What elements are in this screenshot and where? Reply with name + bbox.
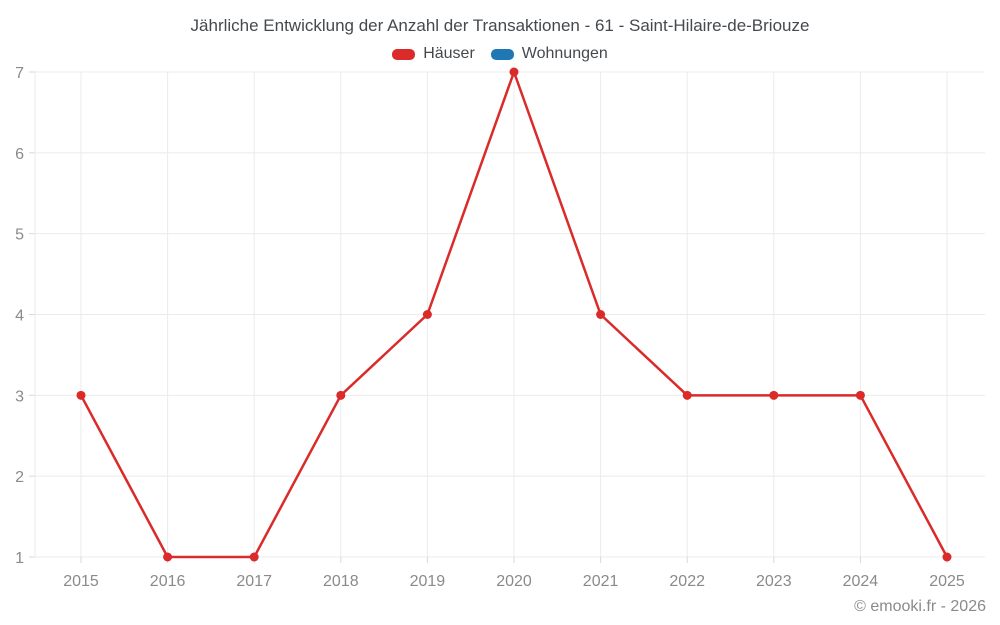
y-axis-label: 3 — [15, 388, 24, 405]
data-point — [855, 390, 865, 400]
legend-item-haeuser[interactable]: Häuser — [392, 45, 475, 63]
data-point — [769, 390, 779, 400]
wohnungen-series-swatch-icon — [490, 48, 514, 60]
chart-title: Jährliche Entwicklung der Anzahl der Tra… — [190, 16, 810, 35]
data-point — [76, 390, 86, 400]
x-axis-label: 2017 — [236, 573, 272, 590]
y-axis-label: 6 — [15, 146, 24, 163]
x-axis-label: 2016 — [150, 573, 186, 590]
data-point — [249, 552, 259, 562]
x-axis-label: 2023 — [756, 573, 792, 590]
haeuser-series-swatch-icon — [392, 48, 416, 60]
y-axis-label: 2 — [15, 469, 24, 486]
data-point — [682, 390, 692, 400]
legend-item-wohnungen[interactable]: Wohnungen — [490, 45, 608, 63]
data-point — [596, 310, 606, 319]
x-axis-label: 2025 — [929, 573, 965, 590]
y-axis-label: 4 — [15, 308, 24, 325]
data-point — [163, 552, 173, 562]
x-axis-label: 2018 — [323, 573, 359, 590]
x-axis-label: 2015 — [63, 573, 99, 590]
x-axis-label: 2020 — [496, 573, 532, 590]
data-point — [336, 390, 346, 400]
data-point — [942, 552, 952, 562]
y-axis-label: 7 — [15, 65, 24, 82]
data-point — [509, 67, 519, 77]
legend-label-wohnungen: Wohnungen — [521, 45, 608, 62]
y-axis-label: 1 — [15, 550, 24, 567]
y-axis-label: 5 — [15, 227, 24, 244]
data-point — [422, 310, 432, 319]
plot-area: 1 2 3 4 5 6 7 2015 2016 2017 2018 2019 2020 2021 2022 2… — [15, 65, 985, 590]
x-axis-label: 2021 — [583, 573, 619, 590]
copyright-text: © emooki.fr - 2026 — [854, 598, 986, 615]
x-axis-label: 2024 — [843, 573, 879, 590]
x-axis-label: 2022 — [669, 573, 705, 590]
legend-label-haeuser: Häuser — [423, 45, 475, 62]
x-axis-label: 2019 — [410, 573, 446, 590]
legend: Häuser Wohnungen — [0, 45, 1000, 63]
